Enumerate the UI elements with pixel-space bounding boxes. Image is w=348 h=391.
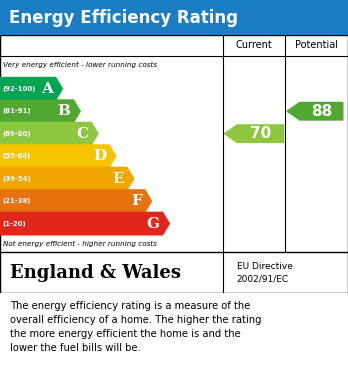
Text: (1-20): (1-20) (3, 221, 26, 227)
Polygon shape (0, 212, 169, 235)
Text: D: D (93, 149, 106, 163)
Text: (81-91): (81-91) (3, 108, 31, 114)
Text: (55-68): (55-68) (3, 153, 31, 159)
Polygon shape (0, 77, 62, 100)
Text: G: G (147, 217, 160, 231)
Polygon shape (0, 100, 80, 122)
Text: Not energy efficient - higher running costs: Not energy efficient - higher running co… (3, 240, 158, 247)
Polygon shape (224, 125, 284, 142)
Text: Very energy efficient - lower running costs: Very energy efficient - lower running co… (3, 62, 158, 68)
Text: (21-38): (21-38) (3, 198, 31, 204)
Text: 2002/91/EC: 2002/91/EC (237, 274, 289, 283)
Polygon shape (0, 122, 98, 145)
Polygon shape (0, 145, 116, 167)
Text: (39-54): (39-54) (3, 176, 31, 182)
Text: (69-80): (69-80) (3, 131, 31, 137)
Text: 88: 88 (311, 104, 332, 119)
Text: B: B (58, 104, 71, 118)
Text: (92-100): (92-100) (3, 86, 36, 92)
Text: England & Wales: England & Wales (10, 264, 181, 282)
Text: EU Directive: EU Directive (237, 262, 293, 271)
Text: F: F (131, 194, 142, 208)
Text: A: A (41, 82, 53, 96)
Polygon shape (0, 190, 151, 212)
Text: Current: Current (236, 41, 272, 50)
Text: E: E (112, 172, 124, 186)
Text: Energy Efficiency Rating: Energy Efficiency Rating (9, 9, 238, 27)
Text: The energy efficiency rating is a measure of the
overall efficiency of a home. T: The energy efficiency rating is a measur… (10, 301, 262, 353)
Polygon shape (287, 102, 343, 120)
Text: C: C (77, 127, 88, 141)
Text: 70: 70 (250, 126, 271, 141)
Polygon shape (0, 167, 134, 190)
Text: Potential: Potential (295, 41, 338, 50)
